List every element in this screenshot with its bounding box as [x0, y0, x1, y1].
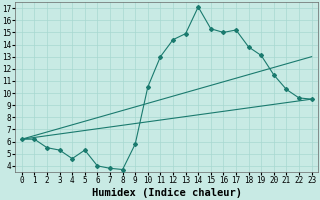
- X-axis label: Humidex (Indice chaleur): Humidex (Indice chaleur): [92, 188, 242, 198]
